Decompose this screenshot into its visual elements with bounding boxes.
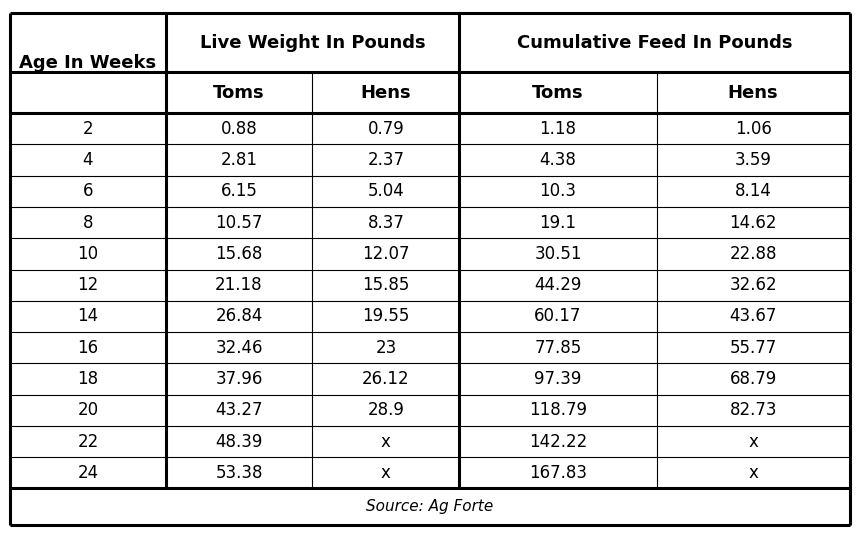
Text: 4.38: 4.38 (539, 151, 576, 169)
Text: Age In Weeks: Age In Weeks (20, 54, 157, 72)
Text: 2.81: 2.81 (220, 151, 257, 169)
Text: 12: 12 (77, 276, 99, 294)
Text: 10.57: 10.57 (215, 214, 263, 232)
Text: 55.77: 55.77 (729, 339, 777, 357)
Text: 82.73: 82.73 (729, 401, 777, 419)
Text: 4: 4 (83, 151, 93, 169)
Text: 23: 23 (375, 339, 396, 357)
Text: 24: 24 (77, 464, 99, 482)
Text: 32.46: 32.46 (215, 339, 263, 357)
Text: x: x (748, 433, 759, 450)
Text: 19.55: 19.55 (362, 307, 409, 325)
Text: 14: 14 (77, 307, 99, 325)
Text: Toms: Toms (213, 84, 265, 102)
Text: Toms: Toms (532, 84, 584, 102)
Text: 43.27: 43.27 (215, 401, 263, 419)
Text: 32.62: 32.62 (729, 276, 777, 294)
Text: 37.96: 37.96 (215, 370, 263, 388)
Text: 1.18: 1.18 (539, 120, 576, 138)
Text: 0.79: 0.79 (367, 120, 404, 138)
Text: Source: Ag Forte: Source: Ag Forte (366, 499, 494, 514)
Text: 10.3: 10.3 (539, 182, 576, 200)
Text: 10: 10 (77, 245, 99, 263)
Text: x: x (381, 464, 391, 482)
Text: 118.79: 118.79 (529, 401, 587, 419)
Text: 60.17: 60.17 (534, 307, 581, 325)
Text: 44.29: 44.29 (534, 276, 581, 294)
Text: 167.83: 167.83 (529, 464, 587, 482)
Text: 5.04: 5.04 (367, 182, 404, 200)
Text: Hens: Hens (360, 84, 411, 102)
Text: Hens: Hens (728, 84, 778, 102)
Text: 12.07: 12.07 (362, 245, 409, 263)
Text: 14.62: 14.62 (729, 214, 777, 232)
Text: x: x (381, 433, 391, 450)
Text: 20: 20 (77, 401, 99, 419)
Text: 142.22: 142.22 (529, 433, 587, 450)
Text: Cumulative Feed In Pounds: Cumulative Feed In Pounds (517, 34, 792, 52)
Text: 43.67: 43.67 (729, 307, 777, 325)
Text: 68.79: 68.79 (729, 370, 777, 388)
Text: Live Weight In Pounds: Live Weight In Pounds (200, 34, 426, 52)
Text: 77.85: 77.85 (534, 339, 581, 357)
Text: 18: 18 (77, 370, 99, 388)
Text: 8: 8 (83, 214, 93, 232)
Text: 19.1: 19.1 (539, 214, 576, 232)
Text: 30.51: 30.51 (534, 245, 581, 263)
Text: 28.9: 28.9 (367, 401, 404, 419)
Text: 16: 16 (77, 339, 99, 357)
Text: 53.38: 53.38 (215, 464, 263, 482)
Text: 3.59: 3.59 (734, 151, 771, 169)
Text: 15.85: 15.85 (362, 276, 409, 294)
Text: 21.18: 21.18 (215, 276, 263, 294)
Text: 48.39: 48.39 (215, 433, 263, 450)
Text: 0.88: 0.88 (221, 120, 257, 138)
Text: 26.12: 26.12 (362, 370, 409, 388)
Text: x: x (748, 464, 759, 482)
Text: 2: 2 (83, 120, 93, 138)
Text: 2.37: 2.37 (367, 151, 404, 169)
Text: 8.14: 8.14 (734, 182, 771, 200)
Text: 97.39: 97.39 (534, 370, 581, 388)
Text: 22.88: 22.88 (729, 245, 777, 263)
Text: 6.15: 6.15 (221, 182, 257, 200)
Text: 15.68: 15.68 (215, 245, 263, 263)
Text: 6: 6 (83, 182, 93, 200)
Text: 26.84: 26.84 (215, 307, 263, 325)
Text: 22: 22 (77, 433, 99, 450)
Text: 8.37: 8.37 (367, 214, 404, 232)
Text: 1.06: 1.06 (734, 120, 771, 138)
